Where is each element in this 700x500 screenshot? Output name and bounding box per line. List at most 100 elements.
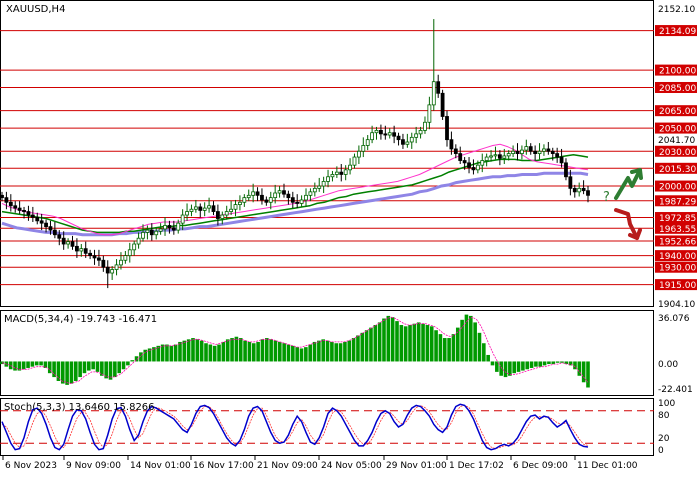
time-label: 29 Nov 01:00	[386, 461, 447, 471]
candle-body	[180, 214, 185, 224]
macd-bar	[260, 339, 265, 362]
macd-bar	[525, 361, 530, 370]
level-tag-label: 1952.66	[659, 237, 696, 247]
candle-body	[321, 181, 326, 187]
candle-body	[370, 132, 375, 141]
candle-body	[546, 148, 551, 152]
macd-bar	[108, 361, 113, 380]
macd-bar	[325, 340, 330, 362]
macd-bar	[568, 361, 573, 366]
candle-body	[387, 132, 392, 136]
macd-bar	[82, 361, 87, 374]
stoch-axis-label-20: 20	[658, 434, 670, 444]
candle-body	[132, 243, 137, 251]
candle-body	[524, 146, 529, 151]
level-tag-label: 2030.00	[659, 148, 696, 158]
candle-body	[198, 206, 203, 211]
candle-body	[26, 211, 31, 216]
macd-bar	[234, 336, 239, 362]
macd-bar	[217, 344, 221, 362]
level-tag	[655, 235, 697, 247]
candle-body	[458, 153, 463, 161]
candle-body	[383, 133, 388, 136]
candle-body	[136, 237, 141, 245]
price-axis-label-mid: 2041.70	[658, 136, 695, 146]
macd-axis-label-zero: 0.00	[658, 360, 678, 370]
level-tag	[655, 250, 697, 262]
candle-body	[255, 191, 260, 196]
candle-body	[119, 259, 123, 266]
candle-body	[17, 207, 22, 211]
macd-bar	[26, 361, 30, 368]
candle-body	[352, 156, 357, 166]
macd-bar	[343, 341, 347, 362]
candle-body	[202, 207, 207, 211]
question-mark: ?	[603, 190, 610, 205]
candle-body	[224, 211, 229, 216]
macd-bar	[451, 334, 456, 362]
price-axis-label-top: 2152.10	[658, 5, 695, 15]
macd-bar	[369, 327, 373, 362]
level-tag-label: 2134.09	[659, 27, 696, 37]
candle-body	[361, 145, 366, 152]
main-panel-frame	[0, 0, 654, 307]
candle-body	[537, 150, 542, 154]
macd-bar	[156, 345, 161, 362]
candle-body	[572, 187, 577, 193]
candle-body	[304, 194, 308, 201]
macd-title: MACD(5,34,4) -19.743 -16.471	[4, 314, 157, 325]
macd-bar	[147, 348, 152, 362]
level-tag-label: 2000.00	[659, 183, 696, 193]
macd-bar	[373, 325, 378, 362]
candle-body	[158, 228, 163, 232]
macd-bar	[78, 361, 82, 378]
candle-body	[493, 154, 498, 157]
macd-plot	[0, 314, 590, 388]
macd-bar	[230, 338, 234, 362]
candle-body	[13, 205, 18, 209]
macd-bar	[117, 361, 121, 374]
level-tag-label: 2100.00	[659, 67, 696, 77]
macd-bar	[581, 361, 586, 383]
candle-body	[83, 248, 88, 254]
macd-bar	[308, 344, 312, 362]
time-label: 11 Dec 01:00	[577, 461, 638, 471]
candle-body	[423, 121, 427, 131]
level-tag-label: 1915.00	[659, 281, 696, 291]
candle-body	[502, 155, 507, 159]
candle-body	[317, 185, 322, 189]
candle-body	[542, 148, 546, 152]
candle-body	[48, 226, 53, 231]
candle-body	[211, 205, 216, 212]
level-tag-label: 1972.85	[659, 214, 696, 224]
macd-bar	[126, 361, 130, 366]
time-label: 6 Dec 09:00	[513, 461, 568, 471]
time-label: 1 Dec 17:02	[449, 461, 504, 471]
candle-body	[506, 153, 511, 157]
candle-body	[264, 199, 269, 203]
macd-bar	[186, 339, 191, 362]
macd-bar	[434, 330, 438, 362]
level-tag	[655, 279, 697, 291]
macd-bar	[243, 340, 247, 362]
candle-body	[229, 208, 234, 212]
macd-bar	[412, 323, 417, 362]
candle-body	[97, 257, 101, 261]
macd-bar	[139, 352, 143, 362]
level-tag	[655, 212, 697, 224]
candle-body	[35, 216, 40, 222]
candle-body	[110, 269, 115, 274]
level-tag-label: 2085.00	[659, 84, 696, 94]
macd-bar	[134, 356, 139, 362]
macd-bar	[542, 361, 547, 366]
macd-axis-label-top: 36.076	[658, 314, 690, 324]
candle-body	[123, 255, 128, 261]
macd-bar	[529, 361, 534, 368]
candle-body	[30, 214, 35, 218]
candle-body	[251, 191, 256, 196]
macd-bar	[13, 361, 17, 371]
macd-bar	[386, 315, 391, 362]
candle-body	[334, 171, 339, 175]
candle-body	[92, 255, 97, 259]
macd-bar	[91, 361, 95, 370]
